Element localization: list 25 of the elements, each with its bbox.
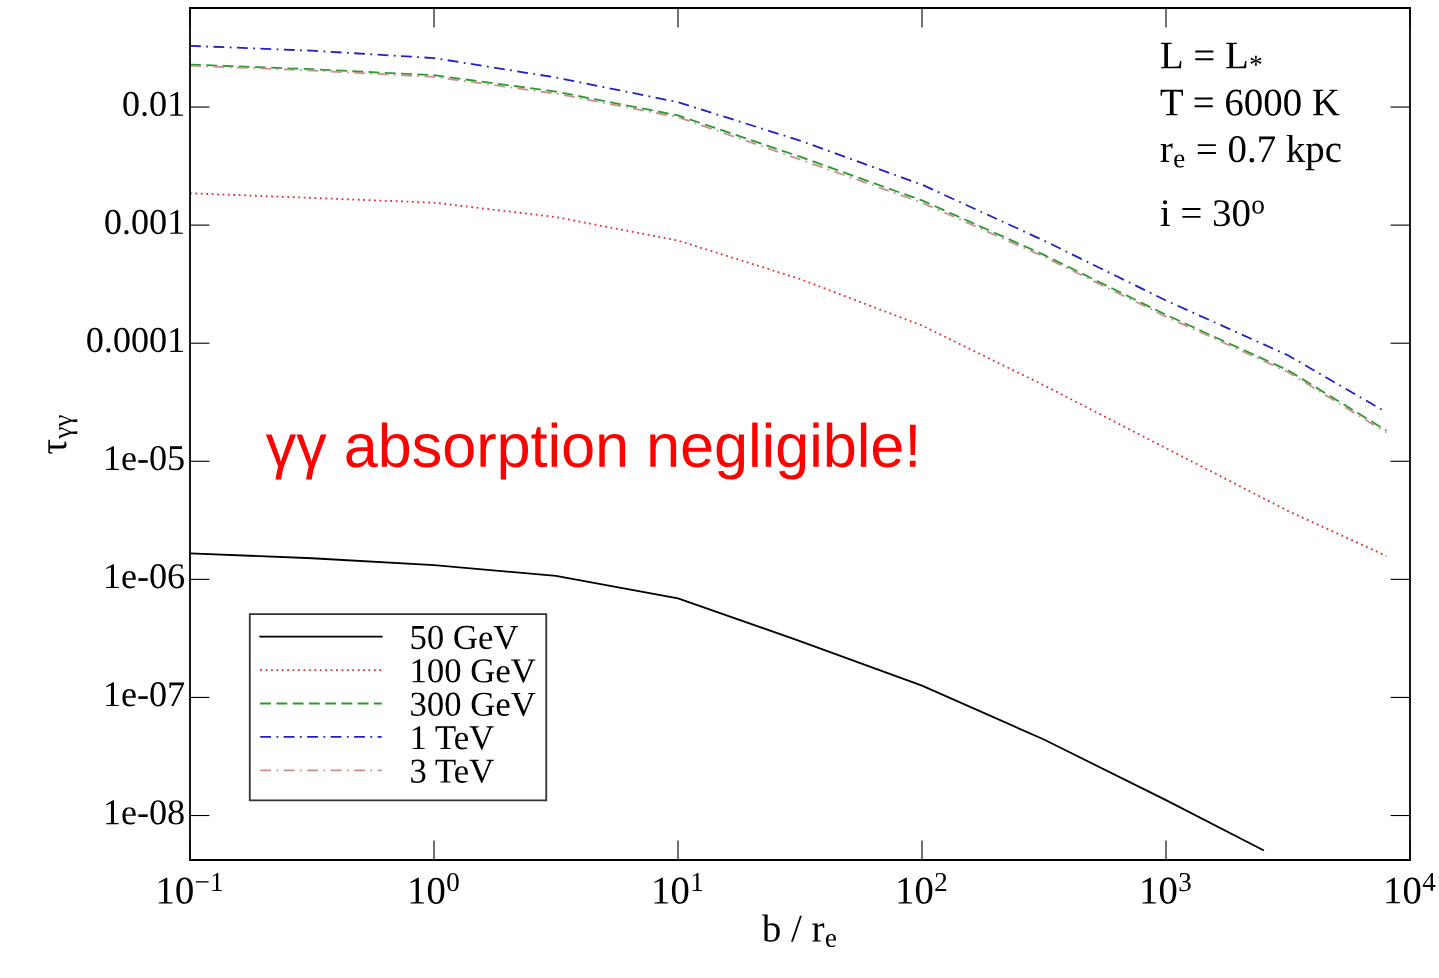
legend-label: 300 GeV bbox=[411, 692, 536, 717]
annotation: r$_{e}$ = 0.7 kpc bbox=[1160, 134, 1341, 171]
annotation: L = L$_{*}$ bbox=[1161, 42, 1262, 69]
x-tick-label: 10$^{−1}$ bbox=[158, 872, 222, 904]
x-tick-label: 10$^{1}$ bbox=[654, 872, 703, 904]
y-tick-label: 1e-08 bbox=[106, 800, 184, 825]
x-axis-title: b / r$_{e}$ bbox=[761, 914, 836, 948]
annotation: i = 30$^{o}$ bbox=[1160, 200, 1264, 227]
legend-label: 100 GeV bbox=[412, 659, 536, 683]
y-tick-label: 0.01 bbox=[123, 91, 183, 117]
annotation: T = 6000 K bbox=[1160, 89, 1340, 116]
legend-label: 1 TeV bbox=[412, 726, 494, 750]
y-tick-label: 1e-07 bbox=[106, 682, 185, 707]
x-tick-label: 10$^{4}$ bbox=[1386, 872, 1436, 904]
annotation: γγ absorption negligible! bbox=[265, 422, 916, 480]
y-tick-label: 1e-05 bbox=[106, 445, 184, 471]
legend-label: 50 GeV bbox=[411, 625, 519, 650]
x-tick-label: 10$^{0}$ bbox=[410, 872, 459, 904]
x-tick-label: 10$^{2}$ bbox=[898, 872, 947, 904]
y-tick-label: 0.0001 bbox=[87, 327, 183, 353]
y-tick-label: 1e-06 bbox=[106, 564, 185, 589]
y-axis-title: τ$_{γγ}$ bbox=[48, 415, 78, 454]
y-tick-label: 0.001 bbox=[105, 209, 183, 235]
x-tick-label: 10$^{3}$ bbox=[1142, 872, 1191, 904]
legend-label: 3 TeV bbox=[411, 759, 494, 784]
